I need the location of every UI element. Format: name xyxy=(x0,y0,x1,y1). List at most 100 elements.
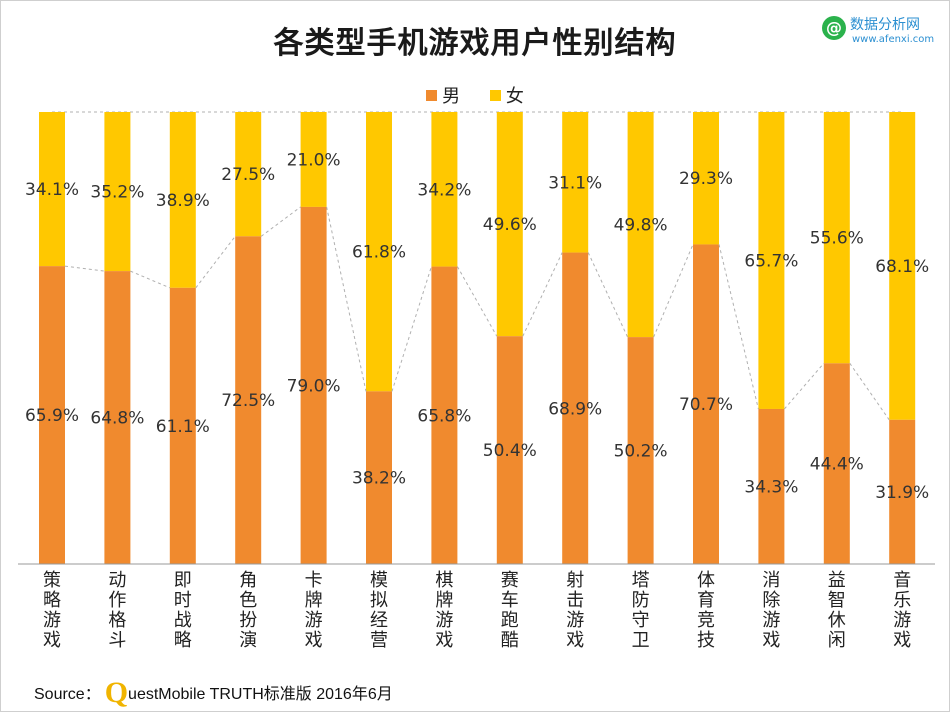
data-label-female: 21.0% xyxy=(287,150,341,170)
bar-male xyxy=(366,391,392,564)
bar-male xyxy=(169,287,196,564)
data-label-female: 27.5% xyxy=(221,165,275,185)
category-label-char: 策 xyxy=(43,570,61,591)
category-label-char: 休 xyxy=(828,610,846,631)
data-label-male: 50.2% xyxy=(614,442,668,462)
legend-swatch-male xyxy=(426,90,438,101)
bar-female xyxy=(39,112,65,267)
bar-female xyxy=(562,112,589,253)
bar-female xyxy=(693,112,719,245)
site-logo: @ 数据分析网 www.afenxi.com xyxy=(822,12,935,52)
category-label-char: 格 xyxy=(108,610,126,631)
logo-at-icon: @ xyxy=(822,16,846,40)
series-connector-line xyxy=(391,266,432,392)
category-label-char: 戏 xyxy=(566,630,584,651)
category-label-char: 动 xyxy=(108,570,126,591)
bar-male xyxy=(693,244,719,564)
bar-male xyxy=(39,266,65,564)
data-label-male: 70.7% xyxy=(679,395,733,415)
series-connector-line xyxy=(195,235,236,289)
category-label-char: 角 xyxy=(239,570,257,591)
category-label-char: 乐 xyxy=(893,590,911,611)
series-connector-line xyxy=(64,265,105,272)
category-label-char: 音 xyxy=(893,570,911,591)
category-label-char: 游 xyxy=(893,610,911,631)
series-connector-line xyxy=(456,266,498,337)
category-label-char: 游 xyxy=(305,610,323,631)
category-label-char: 防 xyxy=(632,590,650,611)
data-label-male: 31.9% xyxy=(875,483,929,503)
data-label-female: 35.2% xyxy=(90,183,144,203)
category-label-char: 即 xyxy=(174,570,192,591)
questmobile-q-logo: Q xyxy=(104,676,129,709)
data-label-female: 31.1% xyxy=(548,173,602,193)
category-label-char: 时 xyxy=(174,590,192,611)
data-label-female: 38.9% xyxy=(156,191,210,211)
bar-female xyxy=(300,112,327,207)
data-label-male: 50.4% xyxy=(483,441,537,461)
bar-female xyxy=(758,112,785,409)
category-label-char: 略 xyxy=(174,630,192,651)
data-label-female: 55.6% xyxy=(810,229,864,249)
category-label-char: 战 xyxy=(174,610,192,631)
category-label-char: 游 xyxy=(566,610,584,631)
category-label-char: 游 xyxy=(762,610,780,631)
category-label-char: 塔 xyxy=(632,570,650,591)
bar-female xyxy=(169,112,196,288)
data-label-female: 49.6% xyxy=(483,215,537,235)
legend-swatch-female xyxy=(489,90,501,101)
series-connector-line xyxy=(260,206,301,237)
bar-male xyxy=(758,408,785,564)
series-connector-line xyxy=(326,206,367,392)
data-label-male: 44.4% xyxy=(810,455,864,475)
data-label-female: 65.7% xyxy=(744,251,798,271)
bar-male xyxy=(823,363,850,564)
category-label-char: 棋 xyxy=(435,570,453,591)
data-label-male: 79.0% xyxy=(287,376,341,396)
legend-label-female: 女 xyxy=(505,86,524,107)
category-label-char: 体 xyxy=(697,570,715,591)
category-label-char: 色 xyxy=(239,590,257,611)
bar-male xyxy=(104,271,131,564)
bar-male xyxy=(496,336,523,564)
category-label-char: 守 xyxy=(632,610,650,631)
category-label-char: 游 xyxy=(435,610,453,631)
data-label-male: 68.9% xyxy=(548,399,602,419)
category-label-char: 消 xyxy=(762,570,780,591)
data-label-male: 72.5% xyxy=(221,391,275,411)
category-label-char: 智 xyxy=(828,590,846,611)
series-connector-line xyxy=(130,270,170,289)
source-note: Source： QuestMobile TRUTH标准版 2016年6月 xyxy=(34,676,393,710)
bar-female xyxy=(366,112,392,392)
category-label-char: 竞 xyxy=(697,610,715,631)
category-label-char: 闲 xyxy=(828,630,846,651)
category-label-char: 酷 xyxy=(501,630,519,651)
bar-male xyxy=(627,337,654,564)
data-label-female: 68.1% xyxy=(875,257,929,277)
bar-male xyxy=(300,206,327,565)
data-label-male: 64.8% xyxy=(90,409,144,429)
category-label-char: 斗 xyxy=(108,630,126,651)
series-connector-line xyxy=(653,244,694,338)
category-label-char: 戏 xyxy=(435,630,453,651)
data-label-male: 38.2% xyxy=(352,469,406,489)
data-label-female: 61.8% xyxy=(352,243,406,263)
chart-title: 各类型手机游戏用户性别结构 xyxy=(273,26,677,61)
category-label-char: 演 xyxy=(239,630,257,651)
bar-female xyxy=(627,112,654,338)
series-connector-line xyxy=(522,252,563,337)
bar-female xyxy=(431,112,458,267)
category-label-char: 拟 xyxy=(370,590,388,611)
category-label-char: 技 xyxy=(697,630,715,651)
category-label-char: 车 xyxy=(501,590,519,611)
data-label-male: 65.9% xyxy=(25,406,79,426)
legend-label-male: 男 xyxy=(442,86,461,107)
category-label-char: 育 xyxy=(697,590,715,611)
category-label-char: 射 xyxy=(566,570,584,591)
category-label-char: 益 xyxy=(828,570,846,591)
category-label-char: 经 xyxy=(370,610,388,631)
category-label-char: 游 xyxy=(43,610,61,631)
logo-url: www.afenxi.com xyxy=(852,34,935,45)
category-label-char: 扮 xyxy=(239,610,257,631)
